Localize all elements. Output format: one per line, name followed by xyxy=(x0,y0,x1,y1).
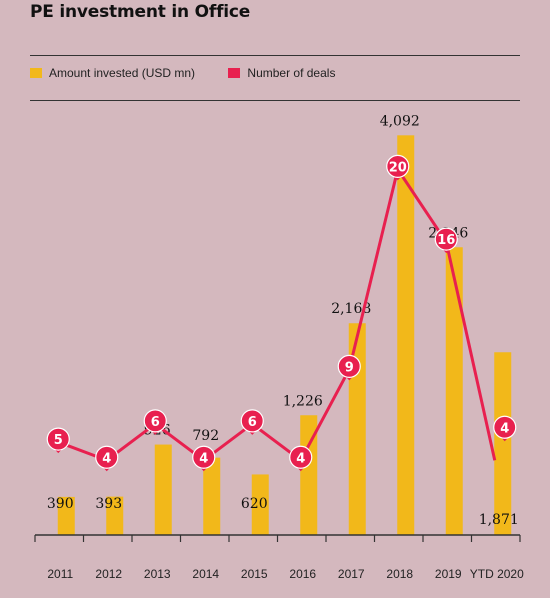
bar-value-label: 792 xyxy=(192,428,219,444)
deal-marker-circle xyxy=(337,354,361,378)
deal-value-label: 4 xyxy=(199,451,208,466)
deal-marker-2014: 4 xyxy=(192,445,216,472)
deal-marker-circle xyxy=(289,445,313,469)
top-divider xyxy=(30,55,520,56)
bar-2019 xyxy=(445,247,463,535)
legend-swatch-amount xyxy=(30,68,42,78)
bar-2015 xyxy=(251,474,269,535)
deal-value-label: 4 xyxy=(296,451,305,466)
bar-2011 xyxy=(57,496,75,535)
deal-marker-circle xyxy=(95,445,119,469)
deal-marker-circle xyxy=(386,154,410,178)
bar-value-label: 4,092 xyxy=(380,113,420,129)
deal-marker-2019: 16 xyxy=(434,227,458,254)
x-tick-label: 2014 xyxy=(192,567,219,581)
x-tick-label: 2015 xyxy=(241,567,268,581)
deal-marker-circle xyxy=(240,409,264,433)
deal-marker-2015: 6 xyxy=(240,409,264,435)
x-tick-label: 2011 xyxy=(47,567,73,581)
deal-value-label: 5 xyxy=(54,433,63,448)
bar-value-label: 1,871 xyxy=(479,512,519,528)
deal-value-label: 4 xyxy=(500,421,509,436)
x-tick-label: 2016 xyxy=(289,567,316,581)
legend-label-amount: Amount invested (USD mn) xyxy=(49,66,196,80)
bar-value-label: 390 xyxy=(47,496,74,512)
bar-value-label: 620 xyxy=(241,496,268,512)
bar-2012 xyxy=(106,496,124,535)
deal-value-label: 9 xyxy=(345,360,354,375)
legend-item-amount: Amount invested (USD mn) xyxy=(30,66,195,80)
deal-value-label: 20 xyxy=(389,160,407,175)
bar-value-label: 1,226 xyxy=(283,393,323,409)
deal-marker-circle xyxy=(493,415,517,439)
deal-marker-YTD 2020: 4 xyxy=(493,415,517,442)
deal-marker-2016: 4 xyxy=(289,445,313,472)
deal-value-label: 6 xyxy=(248,415,257,430)
bar-2018 xyxy=(397,135,415,535)
x-tick-label: 2017 xyxy=(338,567,365,581)
deal-value-label: 16 xyxy=(437,233,455,248)
deal-marker-2013: 6 xyxy=(143,409,167,435)
legend-item-deals: Number of deals xyxy=(228,66,335,80)
bar-YTD 2020 xyxy=(494,352,512,535)
x-tick-label: 2019 xyxy=(435,567,462,581)
bar-2013 xyxy=(154,444,172,535)
deal-marker-2012: 4 xyxy=(95,445,119,472)
deal-marker-circle xyxy=(46,427,70,451)
deal-marker-circle xyxy=(192,445,216,469)
deal-value-label: 4 xyxy=(102,451,111,466)
deal-marker-2017: 9 xyxy=(337,354,361,381)
x-tick-label: 2013 xyxy=(144,567,171,581)
bar-value-label: 393 xyxy=(95,496,122,512)
bar-2016 xyxy=(300,415,318,535)
chart-title: PE investment in Office xyxy=(30,2,251,22)
legend-divider xyxy=(30,100,520,101)
deal-value-label: 6 xyxy=(151,415,160,430)
deals-line xyxy=(57,167,497,462)
bar-2014 xyxy=(203,457,221,535)
deal-marker-2018: 20 xyxy=(386,154,410,181)
deal-marker-circle xyxy=(434,227,458,251)
legend-swatch-deals xyxy=(228,68,241,78)
x-tick-label: 2012 xyxy=(95,567,122,581)
deal-marker-2011: 5 xyxy=(46,427,70,454)
x-tick-label: 2018 xyxy=(386,567,413,581)
deal-marker-circle xyxy=(143,409,167,433)
bar-value-label: 2,168 xyxy=(331,301,371,317)
legend: Amount invested (USD mn) Number of deals xyxy=(30,66,365,81)
x-tick-label: YTD 2020 xyxy=(470,567,524,581)
legend-label-deals: Number of deals xyxy=(247,66,336,80)
